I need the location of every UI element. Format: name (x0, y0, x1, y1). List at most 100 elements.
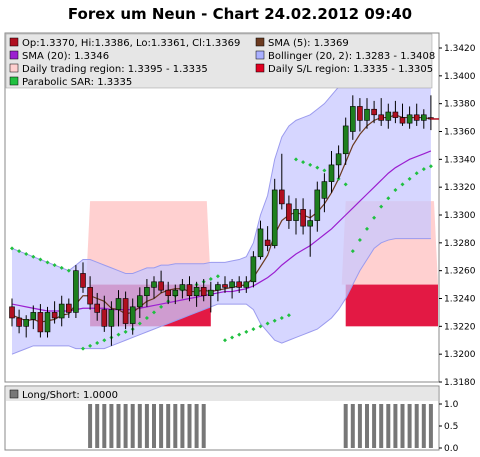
longshort-y-axis: 1.0 0.5 0.0 (439, 400, 459, 454)
candle-body-16 (122, 298, 129, 324)
sar-point-53 (386, 196, 391, 201)
sar-point-11 (88, 343, 93, 348)
longshort-tick-label-1: 0.5 (444, 422, 458, 432)
longshort-tick-label-2: 0.0 (444, 444, 459, 454)
candle-body-18 (137, 295, 143, 308)
sar-point-50 (365, 226, 369, 231)
sma20-line (11, 150, 432, 312)
y-tick-label-3: 1.3360 (444, 128, 476, 138)
legend-box (5, 33, 433, 89)
longshort-bar-53 (386, 404, 391, 448)
longshort-bar-27 (201, 404, 206, 448)
legend-label-bollinger: Bollinger (20, 2): 1.3283 - 1.3408 (268, 51, 435, 62)
legend-label-trading_region: Daily trading region: 1.3395 - 1.3335 (22, 64, 208, 75)
candle-body-37 (271, 189, 278, 246)
candle-body-49 (357, 106, 363, 121)
sar-point-10 (81, 346, 85, 351)
candle-body-11 (87, 287, 93, 305)
sar-point-40 (294, 157, 298, 162)
candle-body-4 (37, 312, 44, 333)
candle-body-20 (151, 281, 157, 288)
legend-label-sma20: SMA (20): 1.3346 (22, 51, 109, 62)
sar-point-33 (244, 329, 249, 334)
candle-body-43 (314, 189, 321, 221)
legend: Op:1.3370, Hi:1.3386, Lo:1.3361, Cl:1.33… (9, 37, 435, 88)
longshort-bar-47 (343, 404, 348, 448)
sar-point-52 (379, 204, 384, 209)
sar-point-42 (308, 162, 313, 167)
sar-point-44 (322, 168, 327, 173)
sar-point-47 (343, 182, 348, 187)
sar-point-32 (237, 332, 242, 337)
candle-body-23 (172, 289, 179, 297)
longshort-bar-25 (187, 404, 192, 448)
sar-point-21 (159, 304, 164, 309)
sar-point-15 (116, 332, 121, 337)
y-tick-label-12: 1.3180 (444, 378, 476, 388)
longshort-bar-24 (180, 404, 185, 448)
candle-body-35 (257, 228, 264, 258)
candle-body-13 (101, 309, 108, 327)
candle-body-50 (364, 108, 370, 121)
candle-body-48 (349, 106, 356, 132)
y-tick-label-1: 1.3400 (444, 72, 476, 82)
candle-body-58 (420, 114, 427, 121)
longshort-legend-swatch (9, 389, 19, 399)
sar-point-43 (315, 165, 320, 170)
sar-point-36 (265, 321, 270, 326)
longshort-bar-16 (123, 404, 128, 448)
candle-body-42 (307, 220, 314, 227)
candle-body-25 (186, 284, 193, 297)
sar-point-48 (350, 249, 355, 254)
candles-layer (9, 95, 439, 346)
candle-body-1 (16, 317, 22, 327)
longshort-bar-20 (152, 404, 156, 448)
candle-body-31 (229, 281, 235, 288)
longshort-bar-15 (116, 404, 121, 448)
sar-point-38 (279, 315, 284, 320)
sar-point-28 (208, 277, 213, 282)
sar-point-30 (223, 338, 227, 343)
sar-point-18 (137, 321, 142, 326)
sma5-line (11, 114, 432, 323)
candle-body-52 (378, 114, 385, 121)
longshort-bar-59 (428, 404, 433, 448)
candle-body-26 (193, 287, 200, 297)
candle-body-46 (335, 153, 342, 166)
sar-point-3 (31, 254, 36, 259)
y-tick-label-5: 1.3320 (444, 183, 476, 193)
sar-point-56 (407, 176, 412, 181)
y-tick-label-8: 1.3260 (444, 267, 476, 277)
sar-point-39 (286, 313, 291, 318)
longshort-legend-label: Long/Short: 1.0000 (22, 390, 118, 401)
longshort-bar-13 (102, 404, 107, 448)
y-tick-label-4: 1.3340 (444, 155, 476, 165)
candle-body-29 (215, 284, 221, 291)
moving-average-layer (11, 114, 432, 323)
longshort-tick-label-0: 1.0 (444, 400, 459, 410)
candle-body-6 (51, 312, 58, 319)
sar-point-34 (251, 327, 256, 332)
sar-point-5 (45, 260, 50, 265)
candle-body-12 (94, 303, 100, 313)
candle-body-33 (243, 281, 250, 288)
sar-point-20 (152, 310, 156, 315)
candle-body-41 (300, 209, 306, 227)
sar-point-13 (102, 338, 107, 343)
sar-point-35 (258, 324, 263, 329)
candle-body-28 (208, 289, 214, 297)
sar-point-55 (400, 182, 405, 187)
longshort-bar-48 (350, 404, 355, 448)
sar-point-19 (144, 315, 149, 320)
longshort-bar-55 (400, 404, 405, 448)
candle-body-54 (392, 111, 399, 118)
sar-point-51 (372, 215, 377, 220)
legend-label-ohlc: Op:1.3370, Hi:1.3386, Lo:1.3361, Cl:1.33… (22, 38, 240, 49)
legend-swatch-sma5 (255, 37, 265, 47)
candle-body-30 (222, 284, 228, 288)
longshort-legend-box (6, 387, 438, 401)
candle-body-45 (328, 164, 335, 182)
sar-point-49 (357, 238, 362, 243)
candle-body-38 (278, 189, 285, 205)
